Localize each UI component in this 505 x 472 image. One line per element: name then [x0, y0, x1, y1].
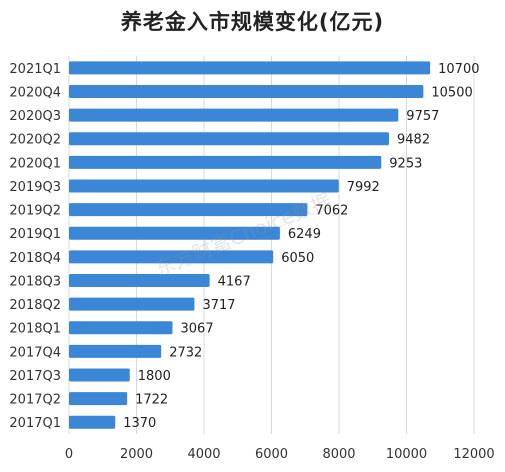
y-tick-label: 2018Q3: [9, 274, 61, 289]
x-tick-label: 0: [65, 447, 73, 462]
data-label: 10700: [438, 62, 479, 77]
y-tick-label: 2020Q3: [9, 109, 61, 124]
y-tick-label: 2020Q2: [9, 133, 61, 148]
y-tick-label: 2018Q1: [9, 322, 61, 337]
x-tick-label: 4000: [187, 447, 220, 462]
data-label: 3067: [181, 322, 214, 337]
bar: [69, 368, 130, 382]
chart-title: 养老金入市规模变化(亿元): [120, 10, 385, 34]
bar: [69, 132, 390, 146]
bar: [69, 297, 195, 311]
x-tick-label: 12000: [453, 447, 494, 462]
x-tick-label: 6000: [255, 447, 288, 462]
data-label: 7062: [315, 204, 348, 219]
data-label: 4167: [218, 274, 251, 289]
x-tick-label: 8000: [322, 447, 355, 462]
x-tick-label: 10000: [386, 447, 427, 462]
y-tick-label: 2019Q2: [9, 204, 61, 219]
y-tick-label: 2017Q4: [9, 345, 61, 360]
y-tick-label: 2017Q1: [9, 416, 61, 431]
bar: [69, 155, 382, 169]
y-tick-label: 2020Q4: [9, 85, 61, 100]
bar: [69, 250, 274, 264]
data-label: 2732: [169, 345, 202, 360]
data-label: 3717: [202, 298, 235, 313]
bar: [69, 179, 339, 193]
bar: [69, 344, 162, 358]
x-tick-label: 2000: [120, 447, 153, 462]
bar: [69, 226, 280, 240]
data-label: 1722: [135, 393, 168, 408]
y-tick-label: 2018Q4: [9, 251, 61, 266]
data-label: 7992: [347, 180, 380, 195]
bar: [69, 84, 424, 98]
bar: [69, 321, 173, 335]
y-tick-label: 2017Q3: [9, 369, 61, 384]
bar: [69, 108, 399, 122]
bar: [69, 203, 308, 217]
y-tick-label: 2019Q3: [9, 180, 61, 195]
bar: [69, 415, 116, 429]
bar: [69, 61, 431, 75]
data-label: 9482: [397, 133, 430, 148]
data-label: 9253: [389, 156, 422, 171]
y-tick-label: 2021Q1: [9, 62, 61, 77]
y-tick-label: 2017Q2: [9, 393, 61, 408]
bar: [69, 273, 210, 287]
data-label: 6050: [281, 251, 314, 266]
data-label: 10500: [431, 85, 472, 100]
y-tick-label: 2020Q1: [9, 156, 61, 171]
y-tick-label: 2019Q1: [9, 227, 61, 242]
y-tick-label: 2018Q2: [9, 298, 61, 313]
bar: [69, 392, 128, 406]
data-label: 1800: [138, 369, 171, 384]
data-label: 6249: [288, 227, 321, 242]
data-label: 9757: [406, 109, 439, 124]
data-label: 1370: [123, 416, 156, 431]
